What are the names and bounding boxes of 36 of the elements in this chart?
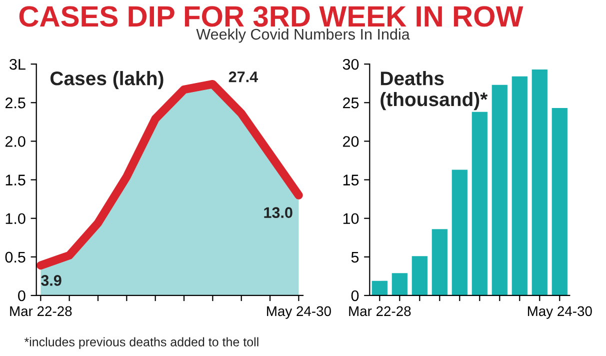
y-tick-label: 30: [342, 58, 359, 70]
y-tick-label: 0.5: [5, 252, 26, 263]
y-tick-label: 1.0: [6, 213, 26, 224]
annotation: 13.0: [264, 207, 292, 218]
chart-subtitle: Weekly Covid Numbers In India: [196, 28, 410, 43]
y-tick-label: 1.5: [6, 174, 26, 186]
bar: [532, 69, 548, 296]
bar: [452, 170, 468, 296]
y-tick-label: 0: [18, 290, 26, 302]
y-tick-label: 10: [343, 213, 359, 224]
y-tick-label: 0: [351, 290, 359, 302]
y-tick-label: 25: [343, 98, 359, 108]
bar: [372, 280, 388, 296]
y-tick-label: 2.0: [5, 136, 26, 147]
bar: [412, 256, 428, 296]
chart-title: CASES DIP FOR 3RD WEEK IN ROW: [19, 6, 524, 27]
bar: [472, 112, 488, 296]
text: *includes previous deaths added to the toll: [24, 337, 258, 349]
y-tick-label: 5: [351, 252, 359, 263]
y-axis-title: Cases (lakh): [50, 71, 164, 90]
bar: [492, 84, 508, 296]
y-axis-title: Deaths (thousand)*: [380, 71, 488, 110]
y-tick-label: 20: [343, 136, 359, 147]
y-tick-label: 3L: [10, 58, 26, 70]
x-tick-label: May 24-30: [528, 306, 592, 319]
y-tick-label: 15: [343, 174, 359, 186]
bar: [512, 76, 528, 296]
annotation: 3.9: [41, 275, 62, 286]
bar: [552, 108, 568, 296]
bar: [432, 229, 448, 296]
x-tick-label: Mar 22-28: [349, 306, 411, 316]
annotation: 27.4: [228, 71, 258, 82]
y-tick-label: 2.5: [5, 98, 26, 108]
x-tick-label: May 24-30: [267, 306, 331, 319]
x-tick-label: Mar 22-28: [10, 306, 72, 316]
bar: [392, 273, 408, 296]
